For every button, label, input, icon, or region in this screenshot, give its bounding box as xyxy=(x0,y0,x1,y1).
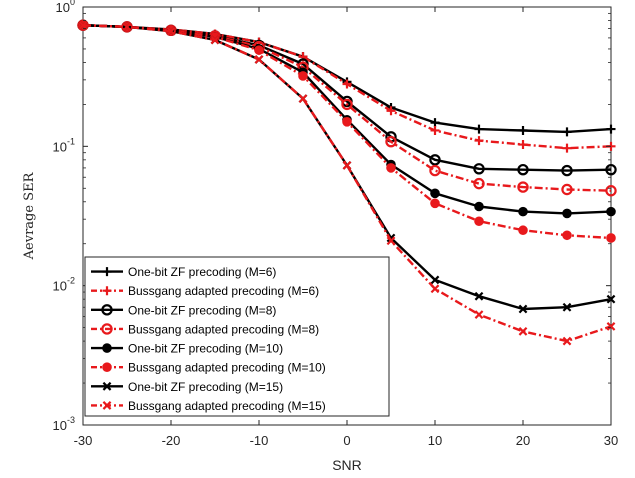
data-point-s4-12 xyxy=(561,183,573,196)
y-tick-label: 10-3 xyxy=(53,415,75,433)
data-point-s8-13 xyxy=(606,322,616,331)
legend-item-8: Bussgang adapted precoding (M=15) xyxy=(91,399,326,413)
data-point-s6-13 xyxy=(606,233,616,243)
data-point-s4-7 xyxy=(341,98,353,111)
data-point-s8-12 xyxy=(562,336,572,346)
data-point-s4-13 xyxy=(605,185,617,197)
data-point-s6-12 xyxy=(562,230,572,241)
data-point-s3-13 xyxy=(605,163,617,176)
data-point-s5-10 xyxy=(474,201,484,212)
data-point-s7-10 xyxy=(474,291,484,301)
data-point-s3-10 xyxy=(473,163,485,175)
legend-item-6: Bussgang adapted precoding (M=10) xyxy=(91,361,326,375)
data-point-s8-6 xyxy=(298,94,308,103)
data-point-s5-13 xyxy=(606,206,616,217)
legend-marker xyxy=(102,381,112,391)
data-point-s1-13 xyxy=(606,124,616,134)
data-point-s3-9 xyxy=(429,154,441,166)
data-point-s2-9 xyxy=(430,125,440,135)
data-point-s4-8 xyxy=(385,135,397,148)
series-line-4 xyxy=(82,24,612,192)
legend-label: Bussgang adapted precoding (M=8) xyxy=(128,322,319,336)
legend-marker xyxy=(101,323,113,335)
x-tick-label: -10 xyxy=(250,433,269,448)
data-point-s2-10 xyxy=(474,136,484,146)
data-point-s7-12 xyxy=(562,302,572,312)
tick-layer: -30 -20 -10 0 10 20 30 10-3 10-2 10-1 100 xyxy=(53,0,619,448)
legend-item-5: One-bit ZF precoding (M=10) xyxy=(91,342,283,356)
data-point-s5-11 xyxy=(518,206,528,217)
y-tick-label: 10-2 xyxy=(53,276,75,294)
data-point-s6-6 xyxy=(298,71,308,81)
data-point-s2-12 xyxy=(562,143,572,153)
data-layer xyxy=(77,19,617,346)
legend-marker xyxy=(102,343,112,353)
data-point-s2-7 xyxy=(342,79,352,89)
y-tick-label: 100 xyxy=(56,0,75,15)
y-tick-label: 10-1 xyxy=(53,136,75,154)
legend-box xyxy=(84,256,390,417)
legend-label: One-bit ZF precoding (M=10) xyxy=(128,342,283,356)
data-point-s8-11 xyxy=(518,326,528,336)
data-point-s7-9 xyxy=(430,275,440,285)
data-point-s8-7 xyxy=(342,160,352,170)
legend-label: Bussgang adapted precoding (M=6) xyxy=(128,284,319,298)
data-point-s6-8 xyxy=(386,163,396,173)
data-point-s1-10 xyxy=(474,124,484,134)
data-point-s4-9 xyxy=(429,164,441,177)
data-point-s8-9 xyxy=(430,284,440,294)
legend-label: Bussgang adapted precoding (M=15) xyxy=(128,399,326,413)
x-tick-label: -30 xyxy=(74,433,93,448)
data-point-s4-10 xyxy=(473,177,485,190)
data-point-s6-5 xyxy=(254,45,264,55)
data-point-s2-11 xyxy=(518,140,528,150)
legend-marker xyxy=(102,401,112,410)
legend-item-1: One-bit ZF precoding (M=6) xyxy=(91,265,276,279)
data-point-s1-12 xyxy=(562,127,572,137)
x-tick-label: 10 xyxy=(428,433,442,448)
data-point-s6-7 xyxy=(342,116,352,127)
legend-item-7: One-bit ZF precoding (M=15) xyxy=(91,380,283,394)
legend-label: Bussgang adapted precoding (M=10) xyxy=(128,361,326,375)
data-point-s1-9 xyxy=(430,118,440,128)
legend: One-bit ZF precoding (M=6) Bussgang adapt… xyxy=(84,256,390,417)
legend-marker xyxy=(102,286,112,296)
legend-item-4: Bussgang adapted precoding (M=8) xyxy=(91,322,319,336)
data-point-s5-12 xyxy=(562,208,572,219)
x-tick-label: -20 xyxy=(162,433,181,448)
x-axis-label: SNR xyxy=(332,457,362,473)
x-tick-label: 20 xyxy=(516,433,530,448)
data-point-s8-3 xyxy=(166,26,176,36)
data-point-s8-2 xyxy=(122,22,132,32)
legend-marker xyxy=(101,304,113,316)
data-point-s8-1 xyxy=(78,20,88,30)
legend-item-2: Bussgang adapted precoding (M=6) xyxy=(91,284,319,298)
data-point-s5-9 xyxy=(430,188,440,199)
legend-label: One-bit ZF precoding (M=8) xyxy=(128,303,276,317)
legend-label: One-bit ZF precoding (M=15) xyxy=(128,380,283,394)
data-point-s6-10 xyxy=(474,216,484,227)
data-point-s8-8 xyxy=(386,236,396,246)
data-point-s7-11 xyxy=(518,304,528,314)
data-point-s1-11 xyxy=(518,125,528,135)
data-point-s3-12 xyxy=(561,164,573,177)
data-point-s2-8 xyxy=(386,106,396,116)
data-point-s6-11 xyxy=(518,225,528,236)
legend-marker xyxy=(102,267,112,277)
data-point-s3-11 xyxy=(517,163,529,176)
data-point-s8-4 xyxy=(210,35,220,45)
legend-label: One-bit ZF precoding (M=6) xyxy=(128,265,276,279)
data-point-s8-5 xyxy=(254,55,264,64)
data-point-s4-11 xyxy=(517,181,529,193)
y-axis-label: Aevrage SER xyxy=(22,171,37,260)
x-tick-label: 30 xyxy=(604,433,618,448)
legend-marker xyxy=(102,362,112,372)
data-point-s8-10 xyxy=(474,310,484,319)
legend-item-3: One-bit ZF precoding (M=8) xyxy=(91,303,276,317)
x-tick-label: 0 xyxy=(343,433,350,448)
data-point-s6-9 xyxy=(430,198,440,209)
